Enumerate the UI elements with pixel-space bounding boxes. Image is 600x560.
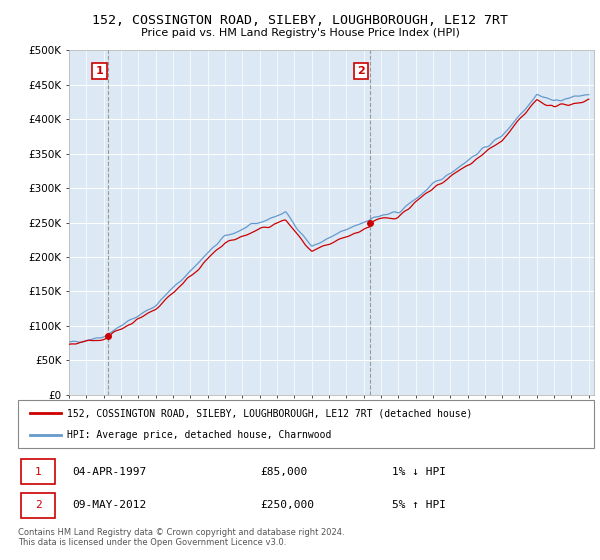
Text: Price paid vs. HM Land Registry's House Price Index (HPI): Price paid vs. HM Land Registry's House … [140, 28, 460, 38]
Text: 152, COSSINGTON ROAD, SILEBY, LOUGHBOROUGH, LE12 7RT: 152, COSSINGTON ROAD, SILEBY, LOUGHBOROU… [92, 14, 508, 27]
Text: £85,000: £85,000 [260, 467, 307, 477]
Text: 2: 2 [357, 66, 365, 76]
Text: 04-APR-1997: 04-APR-1997 [73, 467, 147, 477]
Text: 09-MAY-2012: 09-MAY-2012 [73, 501, 147, 510]
Text: 1: 1 [95, 66, 103, 76]
Text: Contains HM Land Registry data © Crown copyright and database right 2024.
This d: Contains HM Land Registry data © Crown c… [18, 528, 344, 547]
Text: 1% ↓ HPI: 1% ↓ HPI [392, 467, 446, 477]
Bar [21, 459, 55, 484]
Bar [21, 493, 55, 517]
Text: HPI: Average price, detached house, Charnwood: HPI: Average price, detached house, Char… [67, 430, 331, 440]
Text: 1: 1 [35, 467, 41, 477]
Text: £250,000: £250,000 [260, 501, 314, 510]
Text: 2: 2 [35, 501, 41, 510]
Text: 5% ↑ HPI: 5% ↑ HPI [392, 501, 446, 510]
Text: 152, COSSINGTON ROAD, SILEBY, LOUGHBOROUGH, LE12 7RT (detached house): 152, COSSINGTON ROAD, SILEBY, LOUGHBOROU… [67, 408, 472, 418]
